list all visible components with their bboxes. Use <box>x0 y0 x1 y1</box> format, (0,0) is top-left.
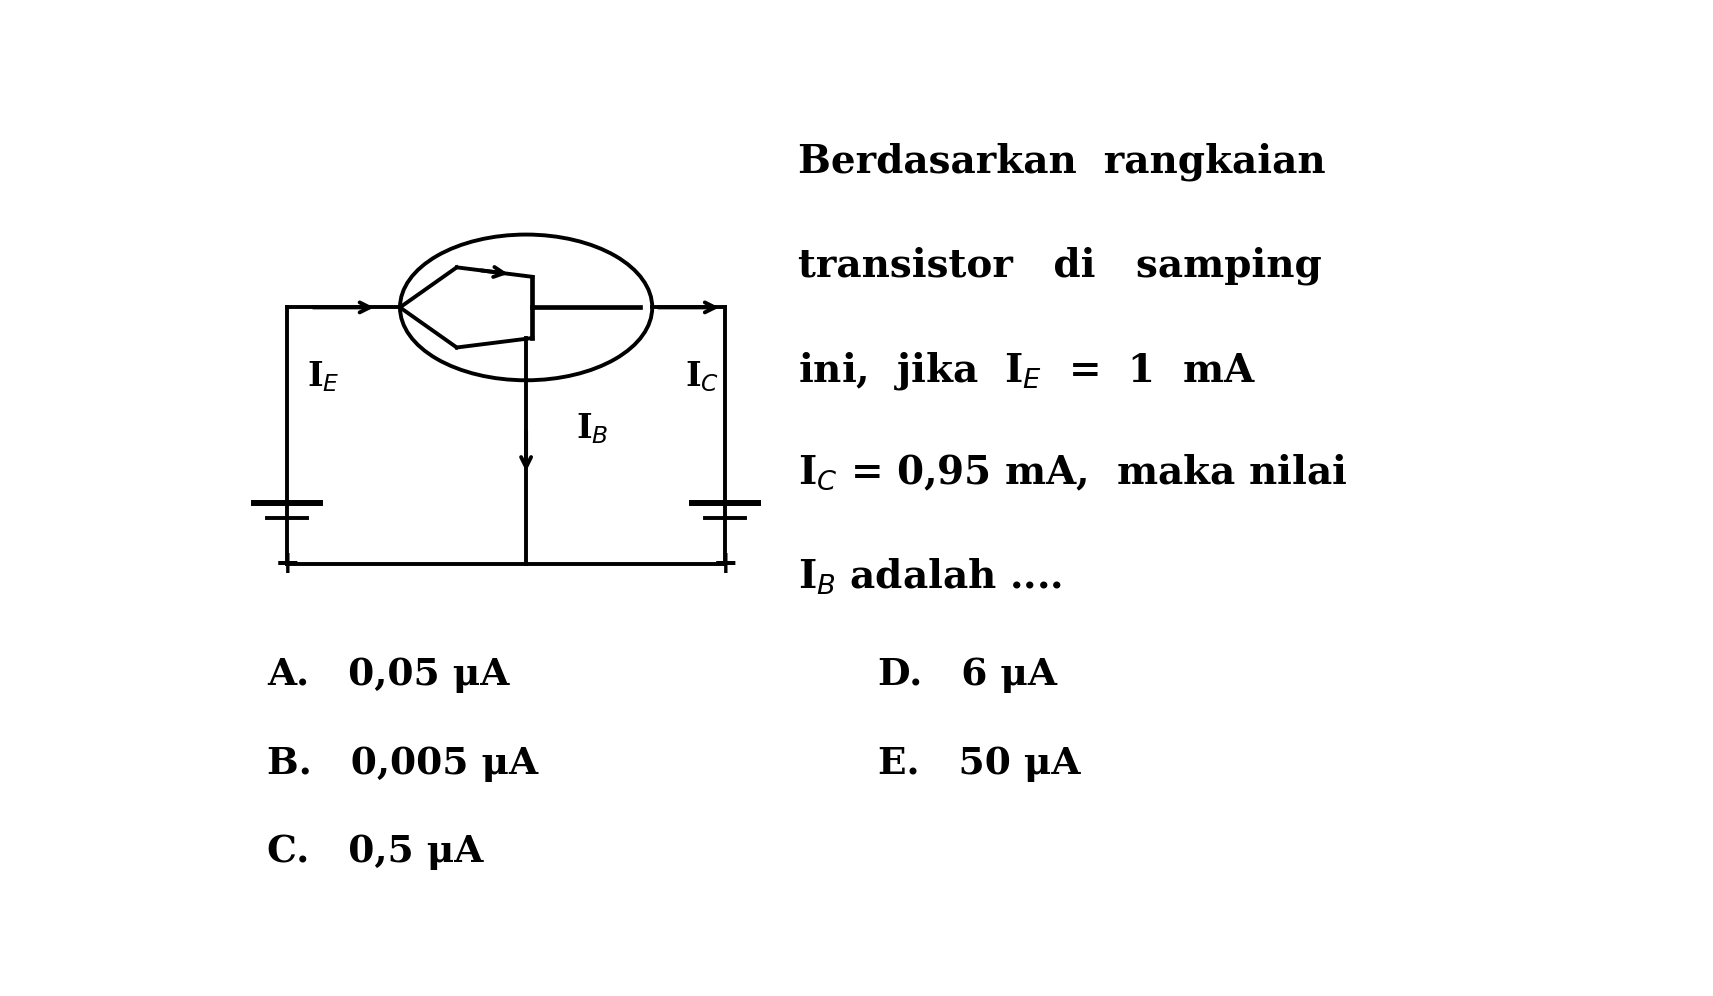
Text: B.   0,005 μA: B. 0,005 μA <box>267 745 538 782</box>
Text: I$_B$: I$_B$ <box>576 410 608 445</box>
Text: D.   6 μA: D. 6 μA <box>879 656 1057 693</box>
Text: E.   50 μA: E. 50 μA <box>879 745 1081 782</box>
Text: ini,  jika  I$_E$  =  1  mA: ini, jika I$_E$ = 1 mA <box>798 350 1256 391</box>
Text: +: + <box>713 549 738 580</box>
Text: A.   0,05 μA: A. 0,05 μA <box>267 656 509 693</box>
Text: C.   0,5 μA: C. 0,5 μA <box>267 833 483 870</box>
Text: transistor   di   samping: transistor di samping <box>798 246 1322 285</box>
Text: Berdasarkan  rangkaian: Berdasarkan rangkaian <box>798 142 1326 181</box>
Text: I$_B$ adalah ....: I$_B$ adalah .... <box>798 557 1062 597</box>
Text: +: + <box>274 549 300 580</box>
Text: I$_E$: I$_E$ <box>307 360 339 393</box>
Text: I$_C$: I$_C$ <box>685 360 719 393</box>
Text: I$_C$ = 0,95 mA,  maka nilai: I$_C$ = 0,95 mA, maka nilai <box>798 453 1348 493</box>
